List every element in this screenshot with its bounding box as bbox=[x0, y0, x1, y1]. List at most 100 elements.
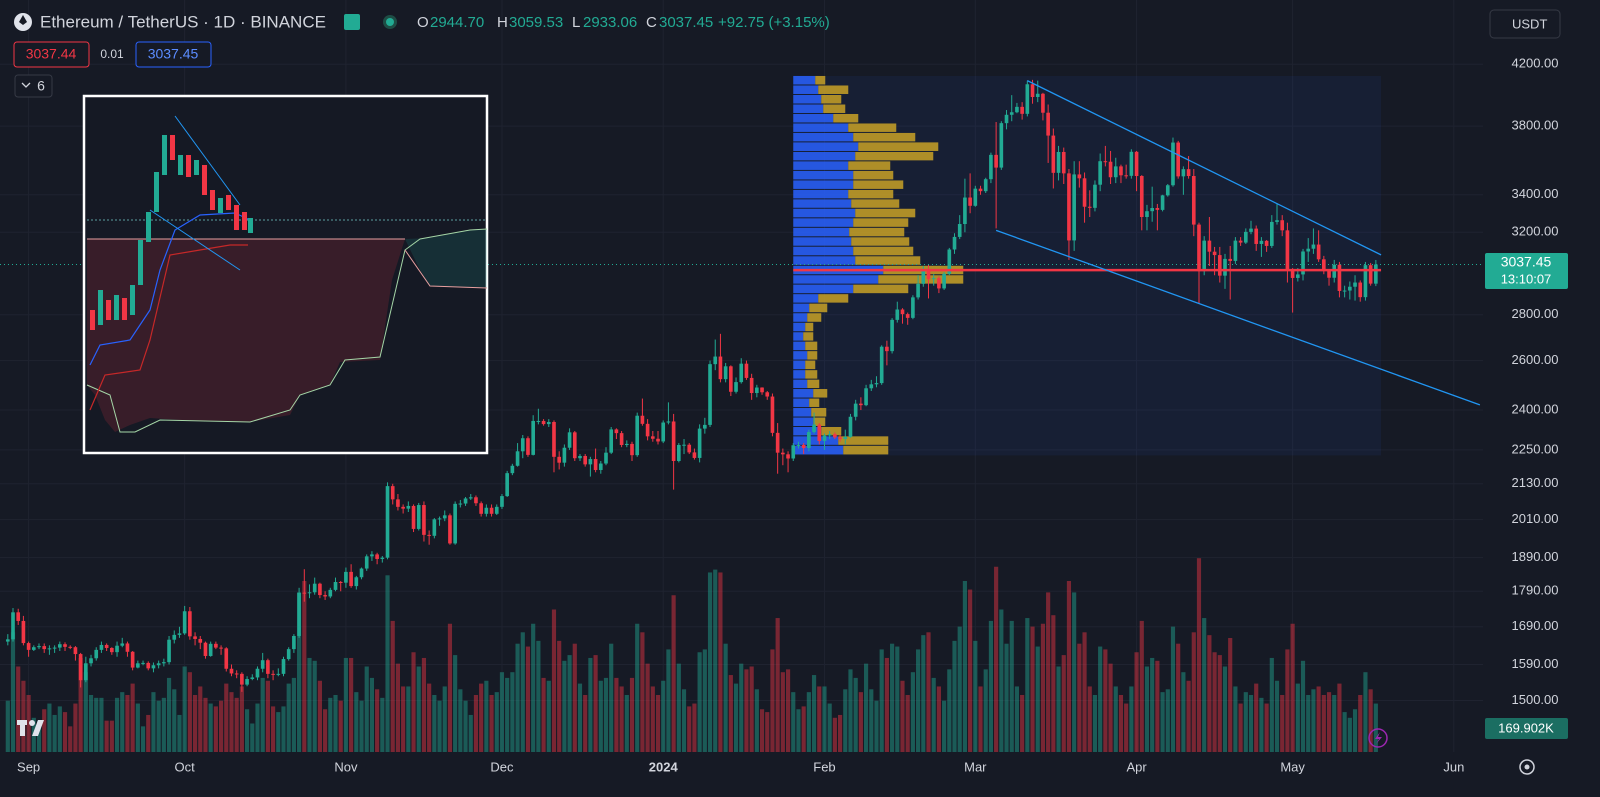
volume-bar bbox=[302, 581, 307, 752]
y-tick-label: 1500.00 bbox=[1512, 692, 1559, 707]
x-tick-label: May bbox=[1280, 759, 1305, 774]
candle-body bbox=[297, 592, 301, 636]
volume-bar bbox=[723, 643, 728, 752]
flag-icon[interactable] bbox=[344, 14, 360, 30]
candle-body bbox=[219, 647, 223, 649]
candle-body bbox=[245, 679, 249, 685]
volume-bar bbox=[151, 692, 156, 752]
candle-body bbox=[775, 432, 780, 453]
profile-up-bar bbox=[793, 341, 806, 351]
profile-up-bar bbox=[793, 370, 806, 379]
buy-button[interactable] bbox=[135, 41, 212, 68]
candle-body bbox=[968, 197, 972, 206]
profile-up-bar bbox=[793, 275, 879, 284]
profile-down-bar bbox=[805, 322, 814, 332]
profile-down-bar bbox=[855, 208, 916, 218]
indicators-toggle[interactable] bbox=[14, 74, 53, 98]
candle-body bbox=[562, 447, 567, 463]
profile-up-bar bbox=[793, 85, 819, 94]
inset-conversion-line bbox=[89, 212, 251, 366]
volume-bar bbox=[499, 672, 505, 752]
candle-body bbox=[42, 646, 47, 650]
volume-bar bbox=[140, 726, 146, 752]
candle-body bbox=[1030, 84, 1035, 98]
volume-bar bbox=[364, 666, 369, 752]
volume-bar bbox=[1196, 558, 1202, 752]
last-price-label: 3037.45 bbox=[1501, 254, 1552, 270]
y-tick-label: 3800.00 bbox=[1512, 118, 1559, 133]
logo bbox=[17, 720, 44, 736]
candle-body bbox=[1171, 142, 1175, 186]
candle-body bbox=[312, 583, 317, 593]
candle-body bbox=[104, 644, 109, 648]
volume-bar bbox=[16, 666, 21, 752]
y-tick-label: 3400.00 bbox=[1512, 186, 1559, 201]
candle-body bbox=[630, 443, 634, 456]
volume-bar bbox=[1108, 663, 1113, 752]
volume-bar bbox=[1098, 646, 1103, 752]
profile-up-bar bbox=[793, 398, 810, 407]
volume-bar bbox=[99, 697, 104, 752]
profile-down-bar bbox=[818, 85, 849, 94]
volume-bar bbox=[1342, 712, 1347, 752]
candle-body bbox=[661, 422, 666, 442]
profile-down-bar bbox=[849, 227, 905, 237]
candle-body bbox=[172, 634, 177, 640]
volume-bar bbox=[635, 623, 640, 752]
candle-body bbox=[624, 443, 629, 445]
candle-body bbox=[843, 436, 848, 440]
candle-body bbox=[1067, 173, 1071, 241]
volume-bar bbox=[286, 683, 291, 752]
volume-bar bbox=[1025, 618, 1030, 752]
sell-button[interactable] bbox=[13, 41, 90, 68]
volume-bar bbox=[843, 689, 848, 752]
volume-bar bbox=[198, 686, 203, 752]
volume-bar bbox=[94, 697, 99, 752]
candle-body bbox=[729, 366, 733, 392]
profile-up-bar bbox=[793, 151, 856, 161]
profile-down-bar bbox=[821, 427, 842, 436]
volume-bar bbox=[869, 689, 874, 752]
candle-body bbox=[1301, 251, 1305, 275]
volume-bar bbox=[1014, 686, 1020, 752]
volume-bar bbox=[1144, 666, 1150, 752]
volume-bar bbox=[312, 660, 317, 752]
candle-body bbox=[234, 673, 239, 675]
profile-up-bar bbox=[793, 303, 810, 313]
candle-body bbox=[437, 518, 442, 520]
currency-button[interactable] bbox=[1489, 9, 1561, 39]
volume-bar bbox=[1207, 635, 1212, 752]
candle-body bbox=[364, 556, 369, 569]
volume-bar bbox=[770, 649, 775, 752]
x-tick-label: Dec bbox=[490, 759, 514, 774]
volume-bar bbox=[588, 657, 593, 752]
candle-body bbox=[552, 421, 556, 457]
inset-candle bbox=[146, 212, 151, 242]
candle-body bbox=[1056, 151, 1061, 173]
volume-bar bbox=[1009, 620, 1014, 752]
candle-body bbox=[68, 646, 73, 648]
profile-up-bar bbox=[793, 208, 856, 218]
inset-candles bbox=[90, 135, 253, 330]
profile-down-bar bbox=[805, 360, 816, 370]
volume-bar bbox=[983, 669, 988, 752]
profile-down-bar bbox=[807, 313, 822, 322]
candle-body bbox=[947, 249, 952, 274]
settings-button[interactable] bbox=[1519, 759, 1535, 775]
last-price-box bbox=[1485, 253, 1568, 289]
lightning-button[interactable] bbox=[1368, 728, 1388, 748]
candle-body bbox=[1181, 169, 1186, 177]
candle-body bbox=[1223, 258, 1227, 276]
candle-body bbox=[136, 663, 140, 668]
y-tick-label: 4200.00 bbox=[1512, 56, 1559, 71]
candle-body bbox=[1327, 270, 1331, 278]
volume-bar bbox=[754, 689, 759, 752]
volume-bar bbox=[853, 677, 858, 752]
volume-bar bbox=[640, 632, 645, 752]
indicator-count: 6 bbox=[37, 78, 45, 94]
volume-bar bbox=[1118, 695, 1124, 752]
symbol-title[interactable]: Ethereum / TetherUS · 1D · BINANCE bbox=[40, 12, 326, 31]
volume-bar bbox=[52, 714, 57, 752]
profile-down-bar bbox=[848, 123, 897, 132]
volume-bar bbox=[468, 714, 473, 752]
